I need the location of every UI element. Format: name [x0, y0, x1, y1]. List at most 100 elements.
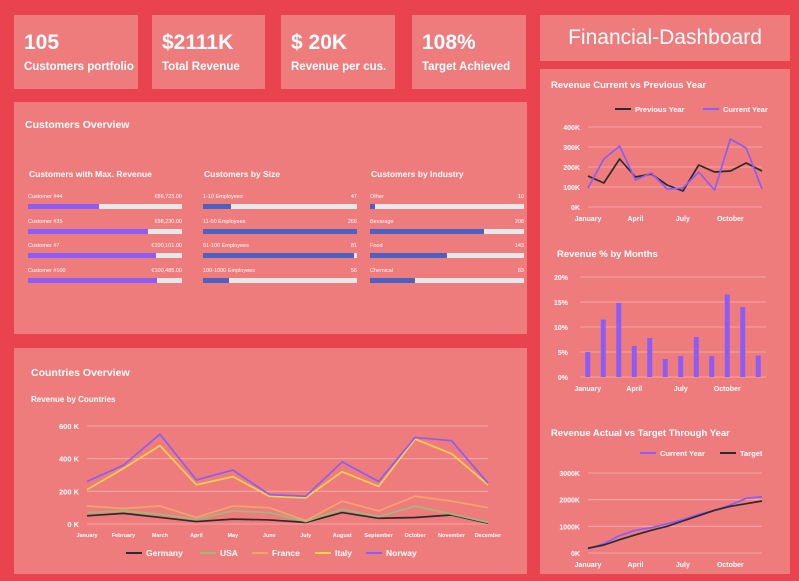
x-tick-label: December	[475, 533, 502, 539]
series-line-germany	[86, 511, 489, 525]
x-tick-label: April	[626, 386, 642, 393]
y-tick-label: 600 K	[59, 422, 80, 431]
bar-january	[585, 352, 591, 377]
bar-row-value: 208	[514, 219, 524, 225]
y-tick-label: 2000K	[559, 498, 580, 505]
bar-track	[203, 204, 357, 209]
customers-overview-title: Customers Overview	[25, 119, 130, 131]
y-tick-label: 400K	[563, 125, 580, 132]
bar-july	[678, 356, 684, 377]
x-tick-label: October	[405, 533, 427, 539]
revenue-percent-by-months-chart: 0% 5% 10% 15% 20% January April July October	[554, 275, 766, 393]
max-revenue-title: Customers with Max. Revenue	[29, 169, 152, 179]
revenue-actual-vs-target-chart: 0K 1000K 2000K 3000K January April July October…	[559, 449, 763, 569]
chart-actual-vs-target-title: Revenue Actual vs Target Through Year	[551, 428, 730, 439]
bar-row-label: 11-50 Employees	[203, 219, 246, 225]
y-tick-label: 3000K	[559, 471, 580, 478]
y-tick-label: 0%	[558, 375, 569, 382]
kpi-value: 108%	[422, 31, 476, 54]
bar-track	[28, 204, 182, 209]
bar-fill	[370, 278, 415, 283]
x-tick-label: August	[333, 533, 352, 539]
x-tick-label: January	[575, 562, 602, 569]
x-tick-label: October	[717, 216, 744, 223]
series-line-norway	[86, 433, 489, 498]
bar-row-value: 266	[347, 219, 357, 225]
bar-row-value: €86,723.00	[154, 194, 182, 200]
kpi-label: Total Revenue	[162, 61, 240, 73]
x-tick-label: July	[674, 386, 688, 393]
x-tick-label: July	[676, 562, 690, 569]
bar-april	[631, 346, 637, 377]
kpi-label: Revenue per cus.	[291, 61, 387, 73]
series-line-previous-year	[587, 158, 763, 192]
bar-row: Customer #35 €98,230.00	[28, 219, 182, 237]
kpi-label: Target Achieved	[422, 61, 511, 73]
bar-row-value: 10	[517, 194, 524, 200]
bar-row: Customer #100 €100,485.00	[28, 268, 182, 286]
bar-row-label: Food	[370, 243, 383, 249]
bar-track	[28, 278, 182, 283]
bar-fill	[203, 204, 231, 209]
countries-chart-subtitle: Revenue by Countries	[31, 395, 116, 404]
legend-label: Italy	[335, 548, 352, 558]
y-tick-label: 200 K	[59, 487, 80, 496]
series-line-current-year	[587, 495, 763, 550]
x-tick-label: November	[438, 533, 466, 539]
x-tick-label: March	[152, 533, 169, 539]
bar-row-label: Customer #100	[28, 268, 66, 274]
y-tick-label: 15%	[554, 300, 569, 307]
chart-current-vs-previous-title: Revenue Current vs Previous Year	[551, 80, 707, 91]
x-tick-label: January	[76, 533, 98, 539]
y-tick-label: 0K	[571, 205, 580, 212]
bar-track	[370, 278, 524, 283]
bar-track	[203, 229, 357, 234]
kpi-total-revenue: $2111K Total Revenue	[152, 15, 265, 89]
bar-row-value: 83	[517, 268, 524, 274]
bar-row: 1-10 Employees 47	[203, 194, 357, 212]
x-tick-label: June	[263, 533, 276, 539]
kpi-customers-portfolio: 105 Customers portfolio	[14, 15, 138, 89]
bar-row: Customer #7 €100,101.00	[28, 243, 182, 261]
bar-may	[647, 338, 653, 377]
bar-row-value: €100,101.00	[151, 243, 182, 249]
y-tick-label: 300K	[563, 145, 580, 152]
bar-row-label: 100-1000 Employees	[203, 268, 255, 274]
x-tick-label: January	[574, 386, 601, 393]
x-tick-label: February	[112, 533, 136, 539]
bar-row-value: 56	[350, 268, 357, 274]
bar-march	[616, 303, 622, 377]
bar-february	[600, 319, 606, 377]
chart-revenue-percent-title: Revenue % by Months	[557, 249, 658, 260]
bar-row-label: Customer #35	[28, 219, 63, 225]
y-tick-label: 0K	[571, 551, 580, 558]
dashboard-title: Financial-Dashboard	[568, 26, 762, 49]
bar-fill	[28, 253, 156, 258]
bar-row: 51-100 Employees 81	[203, 243, 357, 261]
bar-fill	[28, 278, 158, 283]
kpi-value: 105	[24, 31, 60, 54]
by-size-title: Customers by Size	[204, 169, 281, 179]
revenue-by-countries-chart: 0 K 200 K 400 K 600 K January February March Ap…	[59, 422, 502, 558]
x-tick-label: January	[575, 216, 602, 223]
bar-fill	[203, 278, 230, 283]
bar-track	[28, 229, 182, 234]
x-tick-label: April	[627, 562, 643, 569]
bar-fill	[370, 253, 447, 258]
revenue-current-vs-previous-chart: 0K 100K 200K 300K 400K January April July Octobe…	[563, 105, 768, 223]
bar-track	[370, 229, 524, 234]
bar-row-label: 51-100 Employees	[203, 243, 249, 249]
bar-fill	[203, 229, 357, 234]
legend-label: Target	[740, 449, 763, 458]
bar-track	[203, 253, 357, 258]
bar-row: 100-1000 Employees 56	[203, 268, 357, 286]
x-tick-label: July	[300, 533, 312, 539]
bar-row-value: 47	[350, 194, 357, 200]
bar-track	[28, 253, 182, 258]
x-tick-label: April	[627, 216, 643, 223]
bar-row-label: Chemical	[370, 268, 393, 274]
bar-row-value: 81	[350, 243, 357, 249]
y-tick-label: 200K	[563, 165, 580, 172]
series-line-france	[86, 495, 489, 522]
kpi-target-achieved: 108% Target Achieved	[412, 15, 526, 89]
